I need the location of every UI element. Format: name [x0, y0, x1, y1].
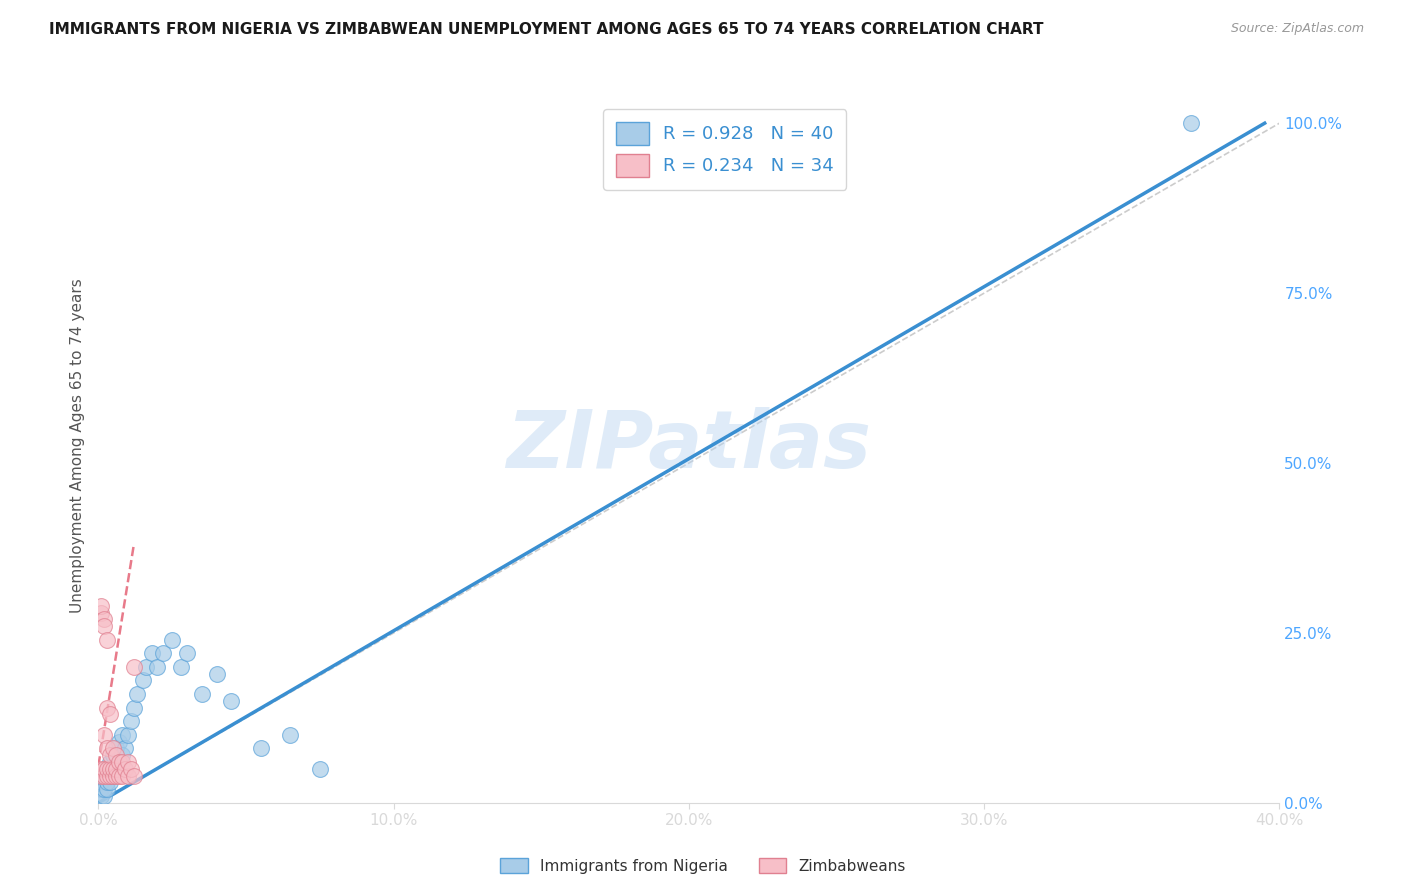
Point	[90, 789, 112, 803]
Point	[141, 646, 163, 660]
Point	[152, 646, 174, 660]
Point	[117, 769, 139, 783]
Point	[1180, 116, 1202, 130]
Point	[105, 769, 128, 783]
Legend: Immigrants from Nigeria, Zimbabweans: Immigrants from Nigeria, Zimbabweans	[495, 852, 911, 880]
Point	[205, 666, 228, 681]
Point	[108, 769, 131, 783]
Point	[93, 612, 115, 626]
Point	[146, 660, 169, 674]
Point	[96, 782, 118, 797]
Point	[191, 687, 214, 701]
Point	[93, 762, 115, 776]
Point	[105, 762, 128, 776]
Point	[90, 782, 112, 797]
Point	[98, 775, 121, 789]
Point	[103, 762, 125, 776]
Point	[125, 687, 148, 701]
Point	[122, 660, 145, 674]
Point	[122, 769, 145, 783]
Point	[96, 700, 118, 714]
Point	[105, 741, 128, 756]
Point	[114, 762, 136, 776]
Point	[96, 775, 118, 789]
Point	[90, 606, 112, 620]
Point	[108, 755, 131, 769]
Point	[96, 762, 118, 776]
Point	[98, 769, 121, 783]
Point	[250, 741, 273, 756]
Point	[90, 762, 112, 776]
Point	[90, 775, 112, 789]
Point	[122, 700, 145, 714]
Text: ZIPatlas: ZIPatlas	[506, 407, 872, 485]
Point	[93, 728, 115, 742]
Point	[96, 769, 118, 783]
Point	[108, 755, 131, 769]
Point	[170, 660, 193, 674]
Point	[219, 694, 242, 708]
Point	[103, 741, 125, 756]
Point	[93, 769, 115, 783]
Point	[176, 646, 198, 660]
Text: Source: ZipAtlas.com: Source: ZipAtlas.com	[1230, 22, 1364, 36]
Point	[111, 755, 134, 769]
Point	[93, 619, 115, 633]
Point	[162, 632, 183, 647]
Point	[135, 660, 157, 674]
Point	[90, 599, 112, 613]
Point	[93, 782, 115, 797]
Point	[120, 762, 142, 776]
Point	[117, 755, 139, 769]
Point	[96, 762, 118, 776]
Point	[132, 673, 155, 688]
Point	[98, 755, 121, 769]
Point	[278, 728, 302, 742]
Point	[98, 769, 121, 783]
Point	[93, 789, 115, 803]
Point	[93, 769, 115, 783]
Point	[103, 769, 125, 783]
Point	[96, 741, 118, 756]
Point	[105, 762, 128, 776]
Text: IMMIGRANTS FROM NIGERIA VS ZIMBABWEAN UNEMPLOYMENT AMONG AGES 65 TO 74 YEARS COR: IMMIGRANTS FROM NIGERIA VS ZIMBABWEAN UN…	[49, 22, 1043, 37]
Point	[108, 734, 131, 748]
Point	[90, 769, 112, 783]
Point	[111, 748, 134, 763]
Point	[114, 741, 136, 756]
Legend: R = 0.928   N = 40, R = 0.234   N = 34: R = 0.928 N = 40, R = 0.234 N = 34	[603, 109, 846, 190]
Point	[103, 748, 125, 763]
Point	[96, 632, 118, 647]
Point	[105, 748, 128, 763]
Point	[98, 748, 121, 763]
Y-axis label: Unemployment Among Ages 65 to 74 years: Unemployment Among Ages 65 to 74 years	[69, 278, 84, 614]
Point	[120, 714, 142, 729]
Point	[111, 769, 134, 783]
Point	[117, 728, 139, 742]
Point	[111, 728, 134, 742]
Point	[98, 762, 121, 776]
Point	[103, 769, 125, 783]
Point	[98, 707, 121, 722]
Point	[309, 762, 332, 776]
